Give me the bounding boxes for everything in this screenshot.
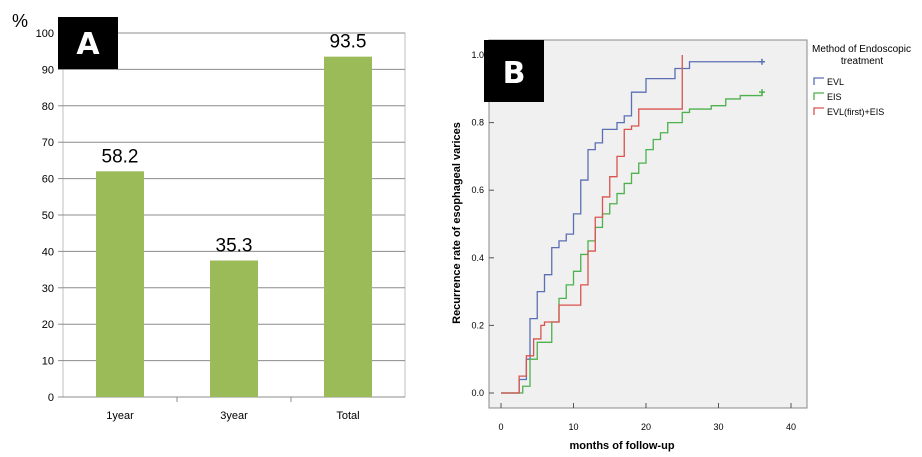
panel-b-y-axis-title: Recurrence rate of esophageal varices	[451, 122, 463, 324]
bar-1year	[96, 171, 144, 397]
legend-title: Method of Endoscopic treatment	[812, 44, 911, 67]
panel-a-y-ticks: 0 10 20 30 40 50 60 70 80 90 100	[36, 28, 63, 404]
series-evl	[501, 61, 762, 394]
panel-b-recurrence-curves: 0.0 0.2 0.4 0.6 0.8 1.0 0 10 20 30 40 months of fo…	[451, 39, 911, 452]
legend-entry: EIS	[827, 92, 842, 102]
x-tick-label: 40	[786, 422, 796, 432]
panel-b-censor-marks	[759, 58, 765, 96]
panel-b-badge	[484, 40, 544, 102]
y-tick-label: 0.6	[471, 185, 484, 195]
panel-b-x-axis-title: months of follow-up	[569, 440, 674, 452]
legend-swatch	[813, 77, 824, 85]
censor-mark	[759, 58, 765, 65]
panel-a-badge-label: A	[76, 27, 100, 62]
panel-a-badge	[58, 17, 118, 69]
y-tick-label: 50	[42, 210, 54, 222]
panel-a-bar-chart: 0 10 20 30 40 50 60 70 80 90 100 58.2 35.3 93.5 1yea…	[12, 11, 406, 422]
panel-a-y-unit-label: %	[12, 11, 28, 31]
x-tick-label: 3year	[220, 410, 248, 422]
y-tick-label: 0.4	[471, 253, 484, 263]
y-tick-label: 100	[36, 28, 54, 40]
panel-a-bars	[96, 56, 372, 397]
bar-total	[324, 56, 372, 397]
x-tick-label: 1year	[106, 410, 134, 422]
y-tick-label: 60	[42, 174, 54, 186]
bar-value-label: 58.2	[102, 146, 139, 167]
y-tick-label: 0.0	[471, 388, 484, 398]
y-tick-label: 70	[42, 137, 54, 149]
y-tick-label: 30	[42, 283, 54, 295]
panel-a-x-tick-labels: 1year 3year Total	[106, 397, 360, 422]
bar-3year	[210, 260, 258, 397]
legend-swatch	[813, 107, 824, 115]
y-tick-label: 80	[42, 101, 54, 113]
series-evl-first-eis	[501, 55, 683, 394]
legend-title-line-2: treatment	[841, 56, 883, 67]
legend-entry: EVL	[827, 77, 844, 87]
bar-value-label: 93.5	[330, 32, 367, 53]
panel-b-series	[501, 55, 763, 394]
bar-value-label: 35.3	[216, 236, 253, 257]
legend-title-line-1: Method of Endoscopic	[812, 44, 911, 55]
panel-b-axes: 0.0 0.2 0.4 0.6 0.8 1.0 0 10 20 30 40	[471, 50, 796, 432]
y-tick-label: 1.0	[471, 50, 484, 60]
legend-items: EVL EIS EVL(first)+EIS	[813, 77, 884, 117]
x-tick-label: 30	[713, 422, 723, 432]
censor-mark	[759, 89, 765, 96]
y-tick-label: 0	[48, 392, 54, 404]
legend-swatch	[813, 92, 824, 100]
y-tick-label: 0.2	[471, 320, 484, 330]
legend-entry: EVL(first)+EIS	[827, 107, 884, 117]
y-tick-label: 10	[42, 356, 54, 368]
y-tick-label: 40	[42, 246, 54, 258]
x-tick-label: 20	[641, 422, 651, 432]
panel-b-legend: Method of Endoscopic treatment EVL EIS EVL(…	[812, 44, 911, 117]
y-tick-label: 0.8	[471, 118, 484, 128]
panel-b-badge-label: B	[503, 56, 526, 91]
x-tick-label: 10	[568, 422, 578, 432]
panel-a-bar-data-labels: 58.2 35.3 93.5	[102, 32, 367, 257]
y-tick-label: 90	[42, 64, 54, 76]
x-tick-label: 0	[498, 422, 503, 432]
x-tick-label: Total	[336, 410, 359, 422]
y-tick-label: 20	[42, 319, 54, 331]
